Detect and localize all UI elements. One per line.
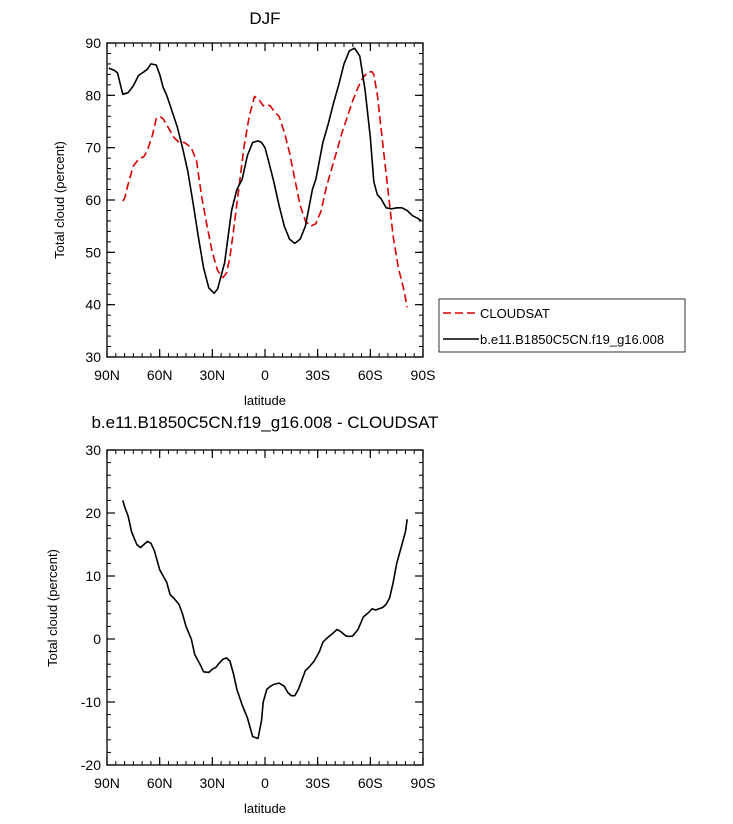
plot-frame — [106, 42, 424, 358]
x-tick-label: 0 — [261, 775, 269, 791]
legend: CLOUDSAT b.e11.B1850C5CN.f19_g16.008 — [438, 298, 686, 353]
y-tick-label: -20 — [81, 757, 101, 773]
x-tick-label: 30S — [305, 367, 330, 383]
x-tick-group: 90N 60N 30N 0 30S 60S 90S — [94, 450, 435, 791]
x-tick-label: 60S — [358, 775, 383, 791]
plot-frame — [106, 449, 424, 766]
y-tick-label: 40 — [85, 297, 101, 313]
y-tick-label: 30 — [85, 442, 101, 458]
x-tick-label: 90N — [94, 775, 120, 791]
series-line-b-e11-b1850c5cn-f19-g16-008 — [108, 47, 422, 295]
x-axis-label: latitude — [244, 801, 286, 816]
panel-difference: b.e11.B1850C5CN.f19_g16.008 - CLOUDSAT -… — [45, 413, 439, 816]
y-tick-label: 60 — [85, 192, 101, 208]
x-tick-label: 30S — [305, 775, 330, 791]
x-tick-label: 90S — [411, 775, 436, 791]
y-tick-group: -20 -10 0 10 20 30 — [81, 442, 423, 773]
x-tick-label: 0 — [261, 367, 269, 383]
y-tick-label: 70 — [85, 140, 101, 156]
x-tick-label: 30N — [199, 367, 225, 383]
x-tick-group: 90N 60N 30N 0 30S 60S 90S — [94, 43, 435, 383]
y-tick-label: 90 — [85, 35, 101, 51]
y-axis-label: Total cloud (percent) — [45, 549, 60, 667]
legend-box — [438, 298, 686, 353]
panel-djf: DJF 30 40 50 60 70 80 90 90N 60N 30N 0 30S 60S 90S l… — [52, 9, 686, 408]
chart-title: DJF — [249, 9, 280, 28]
x-tick-label: 30N — [199, 775, 225, 791]
series-line-cloudsat — [122, 71, 408, 308]
y-tick-label: 10 — [85, 568, 101, 584]
x-tick-label: 60S — [358, 367, 383, 383]
y-tick-group: 30 40 50 60 70 80 90 — [85, 35, 423, 365]
x-tick-label: 90S — [411, 367, 436, 383]
y-tick-label: 80 — [85, 87, 101, 103]
x-axis-label: latitude — [244, 393, 286, 408]
minor-tick-group — [106, 42, 424, 358]
x-tick-label: 60N — [147, 775, 173, 791]
legend-label-cloudsat: CLOUDSAT — [480, 306, 550, 321]
legend-label-model: b.e11.B1850C5CN.f19_g16.008 — [480, 332, 664, 347]
minor-tick-group — [106, 449, 424, 766]
x-tick-label: 90N — [94, 367, 120, 383]
series-group — [122, 500, 408, 740]
y-tick-label: 50 — [85, 244, 101, 260]
y-tick-label: 20 — [85, 505, 101, 521]
y-tick-label: 30 — [85, 349, 101, 365]
y-tick-label: -10 — [81, 694, 101, 710]
x-tick-label: 60N — [147, 367, 173, 383]
series-group — [108, 47, 422, 308]
y-axis-label: Total cloud (percent) — [52, 141, 67, 259]
series-line-difference — [122, 500, 408, 740]
chart-title: b.e11.B1850C5CN.f19_g16.008 - CLOUDSAT — [91, 413, 438, 432]
y-tick-label: 0 — [93, 631, 101, 647]
